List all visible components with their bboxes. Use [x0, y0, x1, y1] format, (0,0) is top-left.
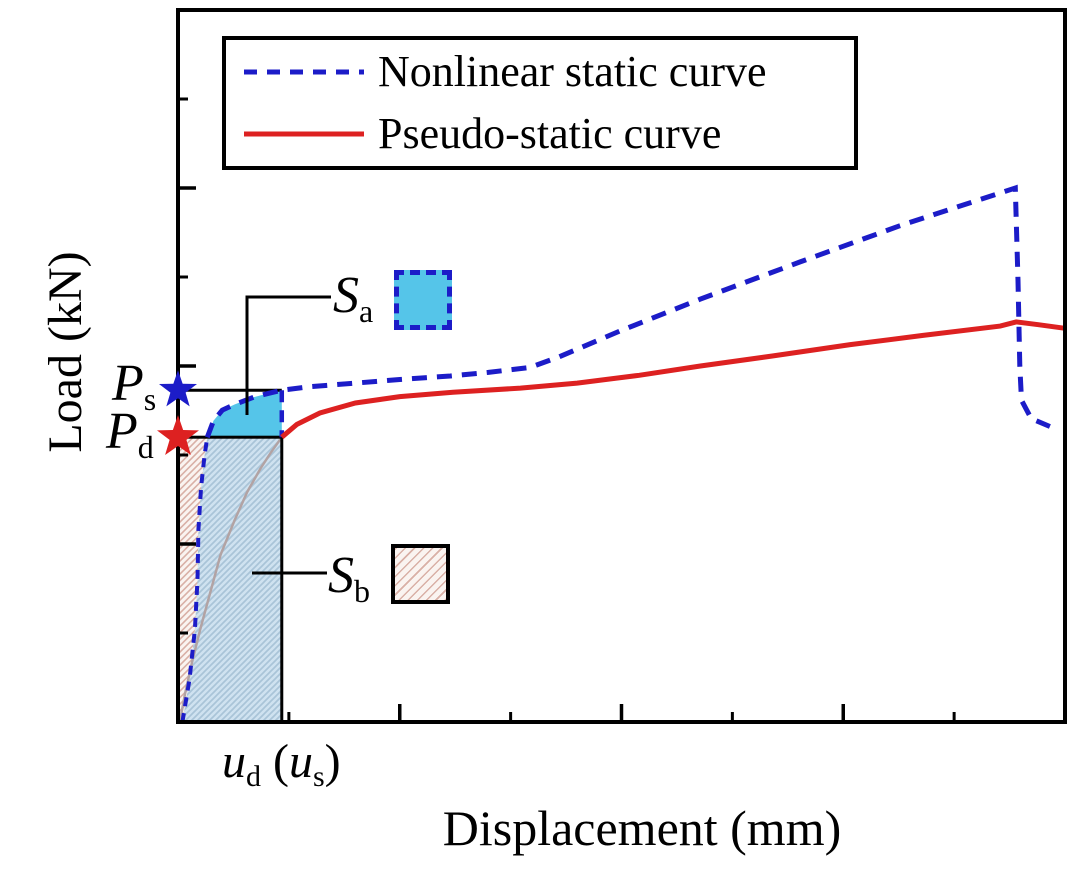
sb-label: Sb [328, 547, 370, 609]
x-axis-title: Displacement (mm) [442, 800, 842, 856]
nonlinear-line-sample-icon [244, 69, 364, 75]
sa-region [207, 390, 282, 438]
sa-label: Sa [333, 267, 374, 329]
sa-leader-line [245, 295, 331, 415]
ps-label: Ps [112, 355, 157, 417]
nonlinear-static-curve [204, 184, 1051, 439]
pseudo-static-curve [280, 319, 1066, 440]
ud-us-axis-label: ud (us) [222, 735, 341, 793]
sb-area-swatch [391, 544, 450, 604]
ps-star-marker [159, 370, 197, 407]
pseudo-static-line-sample-icon [244, 131, 364, 137]
sb-region-blue-overlay [182, 437, 282, 722]
nonlinear-curve-initial [180, 436, 210, 723]
legend-item-nonlinear: Nonlinear static curve [226, 43, 854, 101]
pd-star-marker [157, 415, 199, 456]
y-axis-title: Load (kN) [39, 251, 92, 453]
sa-area-swatch [394, 270, 452, 330]
legend-item-pseudo-static: Pseudo-static curve [226, 105, 854, 163]
pd-label: Pd [106, 403, 154, 465]
plot-frame [176, 8, 1067, 724]
legend: Nonlinear static curve Pseudo-static cur… [222, 36, 858, 170]
legend-label-pseudo-static: Pseudo-static curve [378, 108, 722, 158]
legend-label-nonlinear: Nonlinear static curve [378, 47, 767, 97]
